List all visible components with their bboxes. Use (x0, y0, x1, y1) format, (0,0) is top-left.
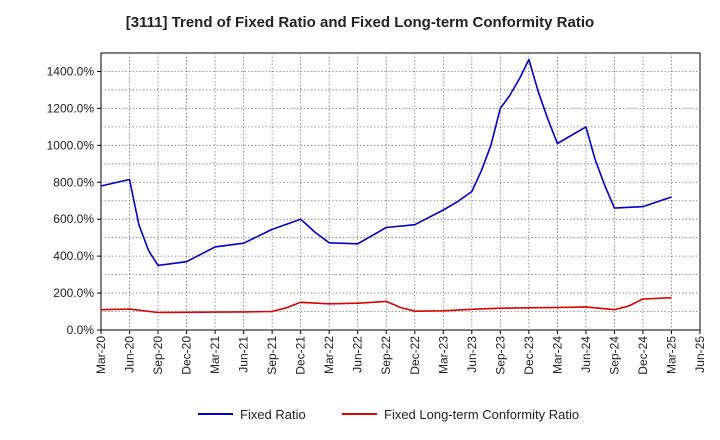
legend-label-fixed-ratio: Fixed Ratio (240, 407, 306, 422)
x-tick-label: Dec-20 (180, 336, 194, 375)
y-tick-label: 1000.0% (47, 138, 95, 152)
x-tick-label: Dec-21 (294, 336, 308, 375)
x-tick-label: Mar-20 (94, 336, 108, 374)
legend: Fixed Ratio Fixed Long-term Conformity Ra… (198, 407, 579, 422)
x-tick-label: Sep-24 (607, 336, 621, 375)
series-line-fixed-long-term-conformity-ratio (100, 296, 672, 314)
x-tick-label: Dec-23 (522, 336, 536, 375)
y-tick-label: 1400.0% (47, 64, 95, 78)
y-tick-label: 800.0% (53, 175, 94, 189)
y-tick-label: 400.0% (53, 249, 94, 263)
x-tick-label: Jun-25 (693, 336, 707, 373)
x-tick-label: Sep-22 (379, 336, 393, 375)
plot-area (100, 52, 701, 331)
chart-title: [3111] Trend of Fixed Ratio and Fixed Lo… (125, 14, 595, 31)
x-tick-label: Jun-22 (351, 336, 365, 373)
x-tick-label: Sep-23 (493, 336, 507, 375)
grid-layer (100, 52, 701, 331)
x-tick-label: Sep-20 (151, 336, 165, 375)
axis-layer: 0.0% 200.0% 400.0% 600.0% 800.0% 1000.0% 1200.… (47, 64, 707, 374)
x-tick-label: Mar-22 (322, 336, 336, 374)
x-tick-label: Dec-22 (408, 336, 422, 375)
x-tick-label: Jun-20 (123, 336, 137, 373)
x-tick-label: Mar-25 (664, 336, 678, 374)
x-tick-label: Jun-23 (465, 336, 479, 373)
legend-label-fixed-long-term-conformity-ratio: Fixed Long-term Conformity Ratio (384, 407, 579, 422)
y-tick-label: 1200.0% (47, 101, 95, 115)
y-tick-label: 0.0% (67, 323, 95, 337)
x-tick-label: Mar-21 (208, 336, 222, 374)
series-layer (100, 58, 672, 314)
x-tick-label: Mar-23 (436, 336, 450, 374)
y-tick-label: 200.0% (53, 286, 94, 300)
y-tick-label: 600.0% (53, 212, 94, 226)
x-tick-label: Jun-21 (237, 336, 251, 373)
x-tick-label: Mar-24 (550, 336, 564, 374)
x-tick-label: Sep-21 (265, 336, 279, 375)
x-tick-label: Dec-24 (636, 336, 650, 375)
series-line-fixed-ratio (100, 58, 672, 267)
x-tick-label: Jun-24 (579, 336, 593, 373)
